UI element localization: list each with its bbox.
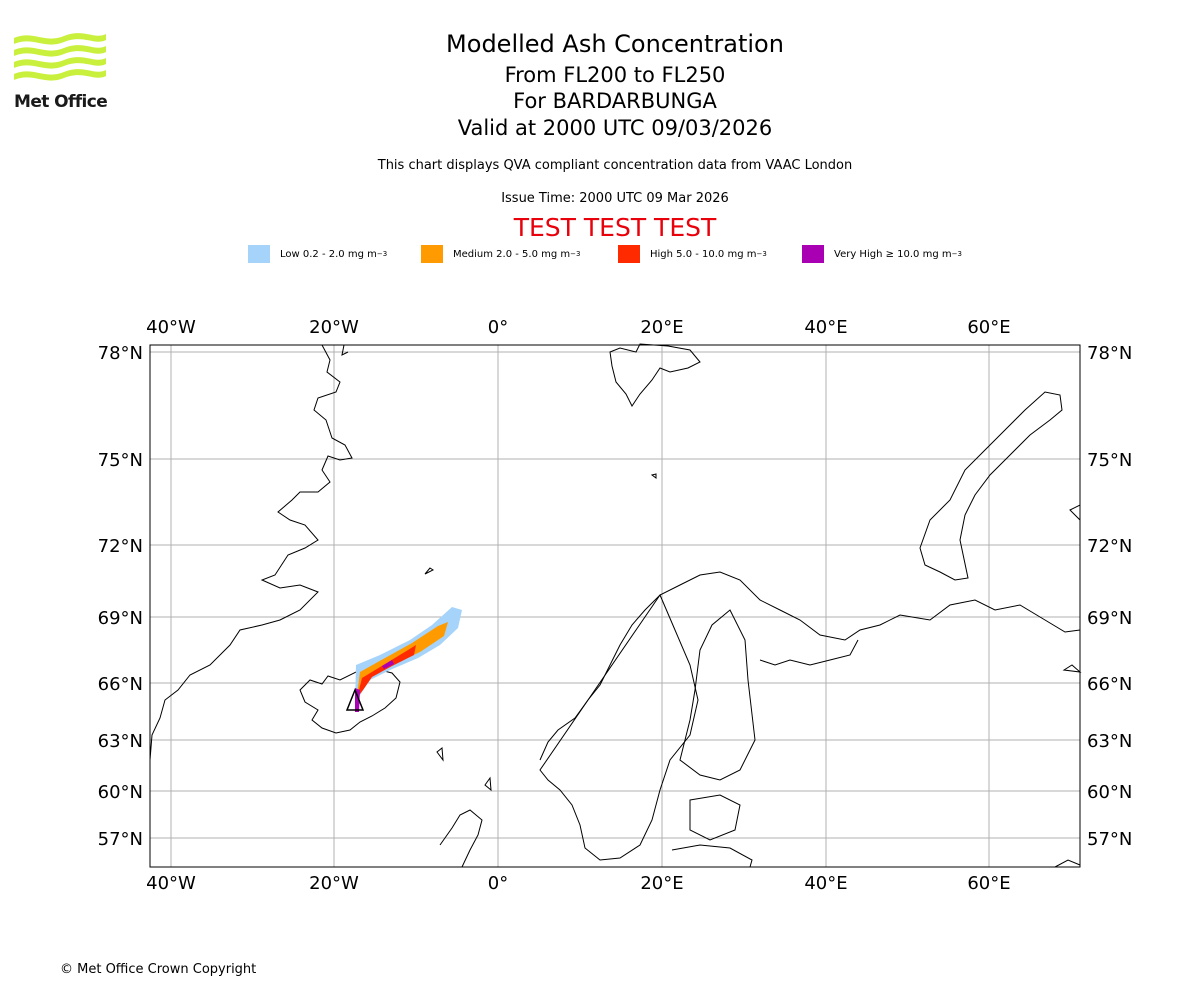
legend-label-high: High 5.0 - 10.0 mg m [650, 248, 757, 260]
legend-sup-very-high: −3 [951, 250, 962, 258]
legend-swatch-very-high [802, 245, 824, 263]
lat-label: 57°N [1087, 829, 1132, 850]
baltic-coast [671, 844, 753, 868]
lon-label: 20°E [640, 317, 683, 338]
legend-item-low: Low 0.2 - 2.0 mg m −3 [248, 244, 387, 264]
lon-label: 40°E [804, 873, 847, 894]
legend-swatch-low [248, 245, 270, 263]
longitude-labels-top: 40°W 20°W 0° 20°E 40°E 60°E [146, 317, 1010, 338]
lat-label: 60°N [98, 782, 143, 803]
coastlines [149, 343, 1082, 868]
lat-label: 63°N [98, 731, 143, 752]
description: This chart displays QVA compliant concen… [377, 158, 853, 173]
lat-label: 66°N [1087, 674, 1132, 695]
logo-text: Met Office [14, 92, 108, 112]
chart-title: Modelled Ash Concentration [446, 30, 784, 58]
lat-label: 69°N [98, 608, 143, 629]
lon-label: 20°E [640, 873, 683, 894]
lat-label: 75°N [98, 450, 143, 471]
scandinavia-coast [539, 571, 1081, 761]
ash-medium [356, 622, 448, 702]
lon-label: 60°E [967, 873, 1010, 894]
legend-sup-medium: −3 [570, 250, 581, 258]
legend-label-low: Low 0.2 - 2.0 mg m [280, 248, 377, 260]
legend-sup-high: −3 [756, 250, 767, 258]
graticule [150, 345, 1080, 867]
map-frame [149, 344, 1081, 868]
lat-label: 57°N [98, 829, 143, 850]
legend-item-medium: Medium 2.0 - 5.0 mg m −3 [421, 244, 580, 264]
latitude-labels-left: 78°N 75°N 72°N 69°N 66°N 63°N 60°N 57°N [98, 343, 143, 850]
lat-label: 66°N [98, 674, 143, 695]
lon-label: 60°E [967, 317, 1010, 338]
legend-swatch-medium [421, 245, 443, 263]
lat-label: 69°N [1087, 608, 1132, 629]
latitude-labels-right: 78°N 75°N 72°N 69°N 66°N 63°N 60°N 57°N [1087, 343, 1132, 850]
novaya-zemlya-coast [919, 391, 1063, 581]
lat-label: 63°N [1087, 731, 1132, 752]
lon-label: 0° [488, 317, 508, 338]
finland-coast [679, 609, 756, 781]
iceland-coast [299, 669, 401, 734]
lon-label: 20°W [309, 873, 359, 894]
lon-label: 20°W [309, 317, 359, 338]
svalbard-coast [609, 343, 701, 407]
volcano-name: For BARDARBUNGA [513, 89, 717, 113]
legend-sup-low: −3 [376, 250, 388, 258]
lon-label: 40°W [146, 873, 196, 894]
valid-time: Valid at 2000 UTC 09/03/2026 [457, 116, 773, 140]
lon-label: 40°W [146, 317, 196, 338]
lat-label: 75°N [1087, 450, 1132, 471]
issue-time: Issue Time: 2000 UTC 09 Mar 2026 [501, 191, 729, 206]
test-banner: TEST TEST TEST [513, 213, 717, 242]
triangle-icon [345, 687, 365, 711]
legend-item-high: High 5.0 - 10.0 mg m −3 [618, 244, 767, 264]
lat-label: 72°N [1087, 536, 1132, 557]
lat-label: 72°N [98, 536, 143, 557]
legend-swatch-high [618, 245, 640, 263]
copyright: © Met Office Crown Copyright [60, 962, 257, 977]
greenland-coast [149, 344, 353, 761]
flight-levels: From FL200 to FL250 [504, 63, 726, 87]
legend-label-very-high: Very High ≥ 10.0 mg m [834, 248, 952, 260]
lat-label: 60°N [1087, 782, 1132, 803]
ash-high [357, 645, 416, 698]
legend-item-very-high: Very High ≥ 10.0 mg m −3 [802, 244, 962, 264]
lat-label: 78°N [1087, 343, 1132, 364]
uk-coast [439, 809, 483, 868]
longitude-labels-bottom: 40°W 20°W 0° 20°E 40°E 60°E [146, 873, 1010, 894]
ash-plume [355, 607, 462, 712]
lon-label: 40°E [804, 317, 847, 338]
legend-label-medium: Medium 2.0 - 5.0 mg m [453, 248, 571, 260]
lat-label: 78°N [98, 343, 143, 364]
lon-label: 0° [488, 873, 508, 894]
met-office-logo-icon [14, 33, 106, 81]
